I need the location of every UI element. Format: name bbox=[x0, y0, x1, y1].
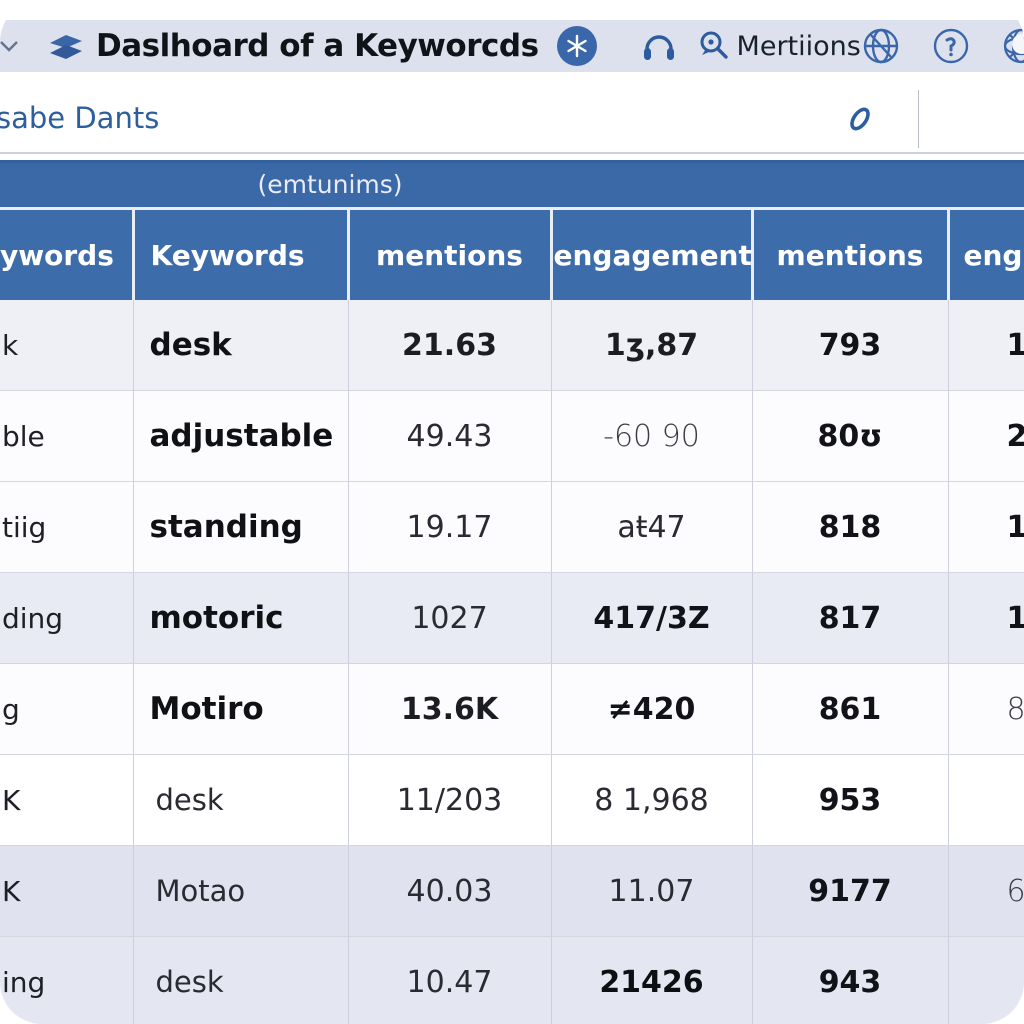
headphones-icon[interactable] bbox=[641, 29, 677, 63]
cell-keyword: Motiro bbox=[133, 663, 349, 755]
cell-eng-2: 1 bbox=[948, 572, 1024, 664]
col-header-engagement[interactable]: engagement bbox=[551, 207, 754, 300]
cell-engagement: 21426 bbox=[551, 936, 753, 1024]
cell-mentions-2: 817 bbox=[752, 572, 949, 664]
help-circle-icon[interactable] bbox=[931, 26, 971, 66]
query-text[interactable]: sabe Dants bbox=[0, 101, 160, 135]
cell-keyword: desk bbox=[133, 300, 349, 391]
table-group-band: (emtunims) bbox=[0, 160, 1024, 207]
pencil-icon[interactable] bbox=[845, 103, 875, 135]
chevron-down-icon[interactable] bbox=[0, 35, 20, 57]
cell-mentions-2: 793 bbox=[752, 300, 949, 391]
filter-bar[interactable]: sabe Dants bbox=[0, 86, 1024, 154]
cell-mentions: 10.47 bbox=[348, 936, 552, 1024]
cell-keyword: desk bbox=[133, 936, 349, 1024]
cell-mentions-2: 861 bbox=[752, 663, 949, 755]
top-toolbar: Daslhoard of a Keyworcds Mertiions bbox=[0, 20, 1024, 72]
cell-engagement: 1ʒ,87 bbox=[551, 300, 753, 391]
cell-prefix: g bbox=[0, 663, 134, 755]
table-row: K desk 11/203 8 1,968 953 bbox=[0, 754, 1024, 846]
cell-eng-2: 8 bbox=[948, 663, 1024, 755]
cell-eng-2 bbox=[948, 936, 1024, 1024]
page-title: Daslhoard of a Keyworcds bbox=[96, 28, 539, 64]
filter-bar-divider bbox=[918, 90, 919, 148]
keywords-table-section: (emtunims) ywords Keywords mentions enga… bbox=[0, 160, 1024, 1024]
cell-mentions: 11/203 bbox=[348, 754, 552, 846]
cell-engagement: 417/3Z bbox=[551, 572, 753, 664]
cell-engagement: 8 1,968 bbox=[551, 754, 753, 846]
group-band-label: (emtunims) bbox=[257, 170, 403, 199]
cell-eng-2: 2 bbox=[948, 390, 1024, 482]
cell-eng-2 bbox=[948, 754, 1024, 846]
asterisk-badge-icon[interactable] bbox=[556, 26, 597, 66]
cell-keyword: standing bbox=[133, 481, 349, 573]
cell-mentions: 40.03 bbox=[348, 845, 552, 937]
toolbar-right-icons bbox=[861, 26, 1024, 66]
table-row: K Motao 40.03 11.07 9177 6 bbox=[0, 845, 1024, 937]
cell-prefix: K bbox=[0, 754, 134, 846]
header-row: ywords Keywords mentions engagement ment… bbox=[0, 207, 1024, 300]
cell-eng-2: 1 bbox=[948, 300, 1024, 391]
table-row: tiig standing 19.17 aŧ47 818 1 bbox=[0, 481, 1024, 573]
cell-engagement: 11.07 bbox=[551, 845, 753, 937]
cell-mentions: 13.6K bbox=[348, 663, 552, 755]
cell-mentions: 49.43 bbox=[348, 390, 552, 482]
keywords-table: ywords Keywords mentions engagement ment… bbox=[0, 207, 1024, 1024]
cell-mentions-2: 9177 bbox=[752, 845, 949, 937]
cell-engagement: -60 90 bbox=[551, 390, 753, 482]
cell-keyword: desk bbox=[133, 754, 349, 846]
table-row: ble adjustable 49.43 -60 90 80ʊ 2 bbox=[0, 390, 1024, 482]
col-header-mentions[interactable]: mentions bbox=[348, 207, 553, 300]
cell-mentions: 19.17 bbox=[348, 481, 552, 573]
cell-prefix: ding bbox=[0, 572, 134, 664]
table-row: k desk 21.63 1ʒ,87 793 1 bbox=[0, 300, 1024, 391]
cell-mentions: 21.63 bbox=[348, 300, 552, 391]
cell-eng-2: 6 bbox=[948, 845, 1024, 937]
cell-prefix: ble bbox=[0, 390, 134, 482]
cell-prefix: K bbox=[0, 845, 134, 937]
cell-engagement: aŧ47 bbox=[551, 481, 753, 573]
col-header-keywords[interactable]: Keywords bbox=[133, 207, 350, 300]
mentions-label: Mertiions bbox=[736, 30, 861, 62]
col-header-ywords[interactable]: ywords bbox=[0, 207, 135, 300]
table-row: ding motoric 1027 417/3Z 817 1 bbox=[0, 572, 1024, 664]
globe-icon[interactable] bbox=[861, 26, 901, 66]
col-header-eng[interactable]: eng bbox=[948, 207, 1024, 300]
cell-mentions: 1027 bbox=[348, 572, 552, 664]
logo-icon bbox=[46, 30, 86, 62]
cell-keyword: Motao bbox=[133, 845, 349, 937]
cell-mentions-2: 953 bbox=[752, 754, 949, 846]
cell-eng-2: 1 bbox=[948, 481, 1024, 573]
cell-keyword: motoric bbox=[133, 572, 349, 664]
cell-mentions-2: 943 bbox=[752, 936, 949, 1024]
table-row: g Motiro 13.6K ≠420 861 8 bbox=[0, 663, 1024, 755]
cell-prefix: ing bbox=[0, 936, 134, 1024]
cell-mentions-2: 80ʊ bbox=[752, 390, 949, 482]
cell-prefix: tiig bbox=[0, 481, 134, 573]
cell-engagement: ≠420 bbox=[551, 663, 753, 755]
cell-keyword: adjustable bbox=[133, 390, 349, 482]
col-header-mentions-2[interactable]: mentions bbox=[752, 207, 950, 300]
search-icon[interactable] bbox=[697, 29, 731, 63]
cell-prefix: k bbox=[0, 300, 134, 391]
table-row: ing desk 10.47 21426 943 bbox=[0, 936, 1024, 1024]
cell-mentions-2: 818 bbox=[752, 481, 949, 573]
partial-avatar-dot bbox=[1012, 34, 1024, 54]
